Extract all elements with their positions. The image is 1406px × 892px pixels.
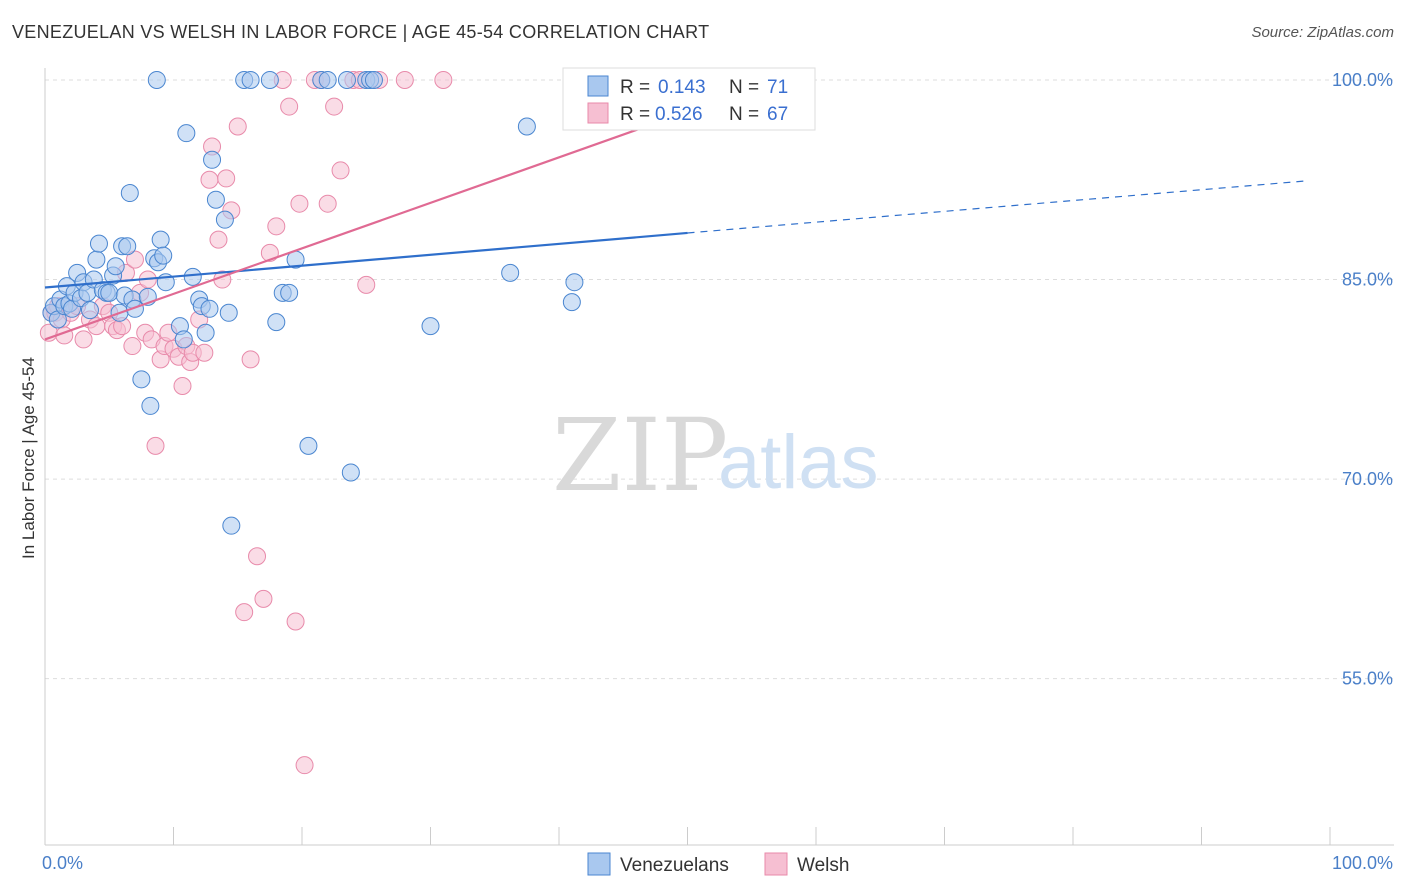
welsh-point-34 bbox=[195, 343, 214, 362]
venezuelan-point-47 bbox=[206, 190, 225, 209]
legend-welsh-swatch bbox=[764, 852, 788, 876]
welsh-point-63 bbox=[434, 70, 453, 89]
welsh-point-51 bbox=[290, 194, 309, 213]
watermark-atlas: atlas bbox=[718, 420, 879, 505]
welsh-point-23 bbox=[146, 436, 165, 455]
y-tick-label-3: 55.0% bbox=[1342, 669, 1393, 689]
venezuelan-point-54 bbox=[267, 313, 286, 332]
venezuelan-point-60 bbox=[318, 70, 337, 89]
venezuelan-point-52 bbox=[241, 70, 260, 89]
watermark-zip: ZIP bbox=[552, 397, 728, 514]
axes: 100.0% 85.0% 70.0% 55.0% 0.0% 100.0% bbox=[42, 68, 1394, 873]
welsh-point-50 bbox=[286, 612, 305, 631]
stats-welsh-swatch bbox=[587, 102, 609, 124]
welsh-point-60 bbox=[357, 275, 376, 294]
venezuelan-point-35 bbox=[154, 246, 173, 265]
gridlines bbox=[45, 79, 1394, 680]
venezuelan-point-15 bbox=[87, 250, 106, 269]
legend-welsh-label: Welsh bbox=[797, 855, 849, 876]
welsh-point-49 bbox=[280, 97, 299, 116]
venezuelan-point-66 bbox=[421, 317, 440, 336]
watermark: ZIP atlas bbox=[552, 397, 879, 514]
welsh-point-52 bbox=[295, 756, 314, 775]
welsh-point-18 bbox=[125, 250, 144, 269]
venezuelan-point-49 bbox=[219, 303, 238, 322]
venezuelan-point-34 bbox=[151, 230, 170, 249]
y-tick-label-1: 85.0% bbox=[1342, 270, 1393, 290]
welsh-point-62 bbox=[395, 70, 414, 89]
welsh-point-35 bbox=[200, 170, 219, 189]
venezuelan-point-70 bbox=[565, 273, 584, 292]
venezuelan-trend-line bbox=[44, 231, 688, 289]
welsh-point-56 bbox=[325, 97, 344, 116]
venezuelan-point-21 bbox=[106, 257, 125, 276]
welsh-point-8 bbox=[74, 330, 93, 349]
venezuelan-point-50 bbox=[222, 516, 241, 535]
legend-venezuelans-label: Venezuelans bbox=[620, 855, 729, 876]
venezuelan-point-61 bbox=[337, 70, 356, 89]
stats-venezuelans-r-label: R = bbox=[620, 77, 650, 98]
welsh-point-47 bbox=[267, 217, 286, 236]
venezuelan-point-26 bbox=[120, 184, 139, 203]
welsh-point-45 bbox=[254, 589, 273, 608]
stats-welsh-n-label: N = bbox=[729, 104, 759, 125]
venezuelan-point-40 bbox=[177, 124, 196, 143]
venezuelan-point-48 bbox=[215, 210, 234, 229]
welsh-point-42 bbox=[235, 603, 254, 622]
venezuelan-point-42 bbox=[183, 267, 202, 286]
x-tick-label-0: 0.0% bbox=[42, 853, 83, 873]
x-tick-label-1: 100.0% bbox=[1332, 853, 1393, 873]
venezuelan-point-28 bbox=[125, 299, 144, 318]
venezuelan-point-19 bbox=[100, 283, 119, 302]
venezuelan-point-46 bbox=[203, 150, 222, 169]
venezuelan-point-53 bbox=[260, 70, 279, 89]
stats-venezuelans-n-label: N = bbox=[729, 77, 759, 98]
venezuelan-point-37 bbox=[147, 70, 166, 89]
venezuelan-point-68 bbox=[517, 117, 536, 136]
venezuelan-point-67 bbox=[501, 263, 520, 282]
y-tick-label-2: 70.0% bbox=[1342, 469, 1393, 489]
legend: Venezuelans Welsh bbox=[587, 852, 849, 876]
venezuelan-point-16 bbox=[89, 234, 108, 253]
welsh-point-37 bbox=[209, 230, 228, 249]
stats-welsh-r-value: 0.526 bbox=[655, 104, 703, 125]
stats-welsh-n-value: 67 bbox=[767, 104, 788, 125]
venezuelan-trend-extension bbox=[687, 180, 1305, 234]
welsh-point-41 bbox=[228, 117, 247, 136]
welsh-point-17 bbox=[123, 337, 142, 356]
venezuelan-point-39 bbox=[174, 330, 193, 349]
stats-venezuelans-r-value: 0.143 bbox=[658, 77, 706, 98]
venezuelan-point-44 bbox=[200, 299, 219, 318]
venezuelan-point-29 bbox=[132, 370, 151, 389]
venezuelan-point-56 bbox=[280, 283, 299, 302]
welsh-point-39 bbox=[217, 169, 236, 188]
stats-welsh-r-label: R = bbox=[620, 104, 650, 125]
chart-title: VENEZUELAN VS WELSH IN LABOR FORCE | AGE… bbox=[12, 22, 710, 42]
stats-box: R = 0.143 N = 71 R = 0.526 N = 67 bbox=[562, 67, 816, 131]
venezuelan-point-58 bbox=[299, 436, 318, 455]
welsh-point-29 bbox=[173, 376, 192, 395]
venezuelan-point-25 bbox=[118, 237, 137, 256]
venezuelan-point-69 bbox=[562, 293, 581, 312]
venezuelan-point-45 bbox=[196, 323, 215, 342]
venezuelan-point-13 bbox=[80, 301, 99, 320]
stats-venezuelans-swatch bbox=[587, 75, 609, 97]
legend-venezuelans-swatch bbox=[587, 852, 611, 876]
venezuelan-points bbox=[42, 70, 584, 535]
welsh-point-44 bbox=[248, 547, 267, 566]
venezuelan-point-65 bbox=[364, 70, 383, 89]
welsh-point-57 bbox=[331, 161, 350, 180]
y-tick-label-0: 100.0% bbox=[1332, 70, 1393, 90]
stats-venezuelans-n-value: 71 bbox=[767, 77, 788, 98]
welsh-point-55 bbox=[318, 194, 337, 213]
venezuelan-point-31 bbox=[141, 396, 160, 415]
venezuelan-point-62 bbox=[341, 463, 360, 482]
welsh-point-43 bbox=[241, 350, 260, 369]
y-axis-title: In Labor Force | Age 45-54 bbox=[19, 357, 38, 559]
chart-source: Source: ZipAtlas.com bbox=[1251, 24, 1394, 41]
